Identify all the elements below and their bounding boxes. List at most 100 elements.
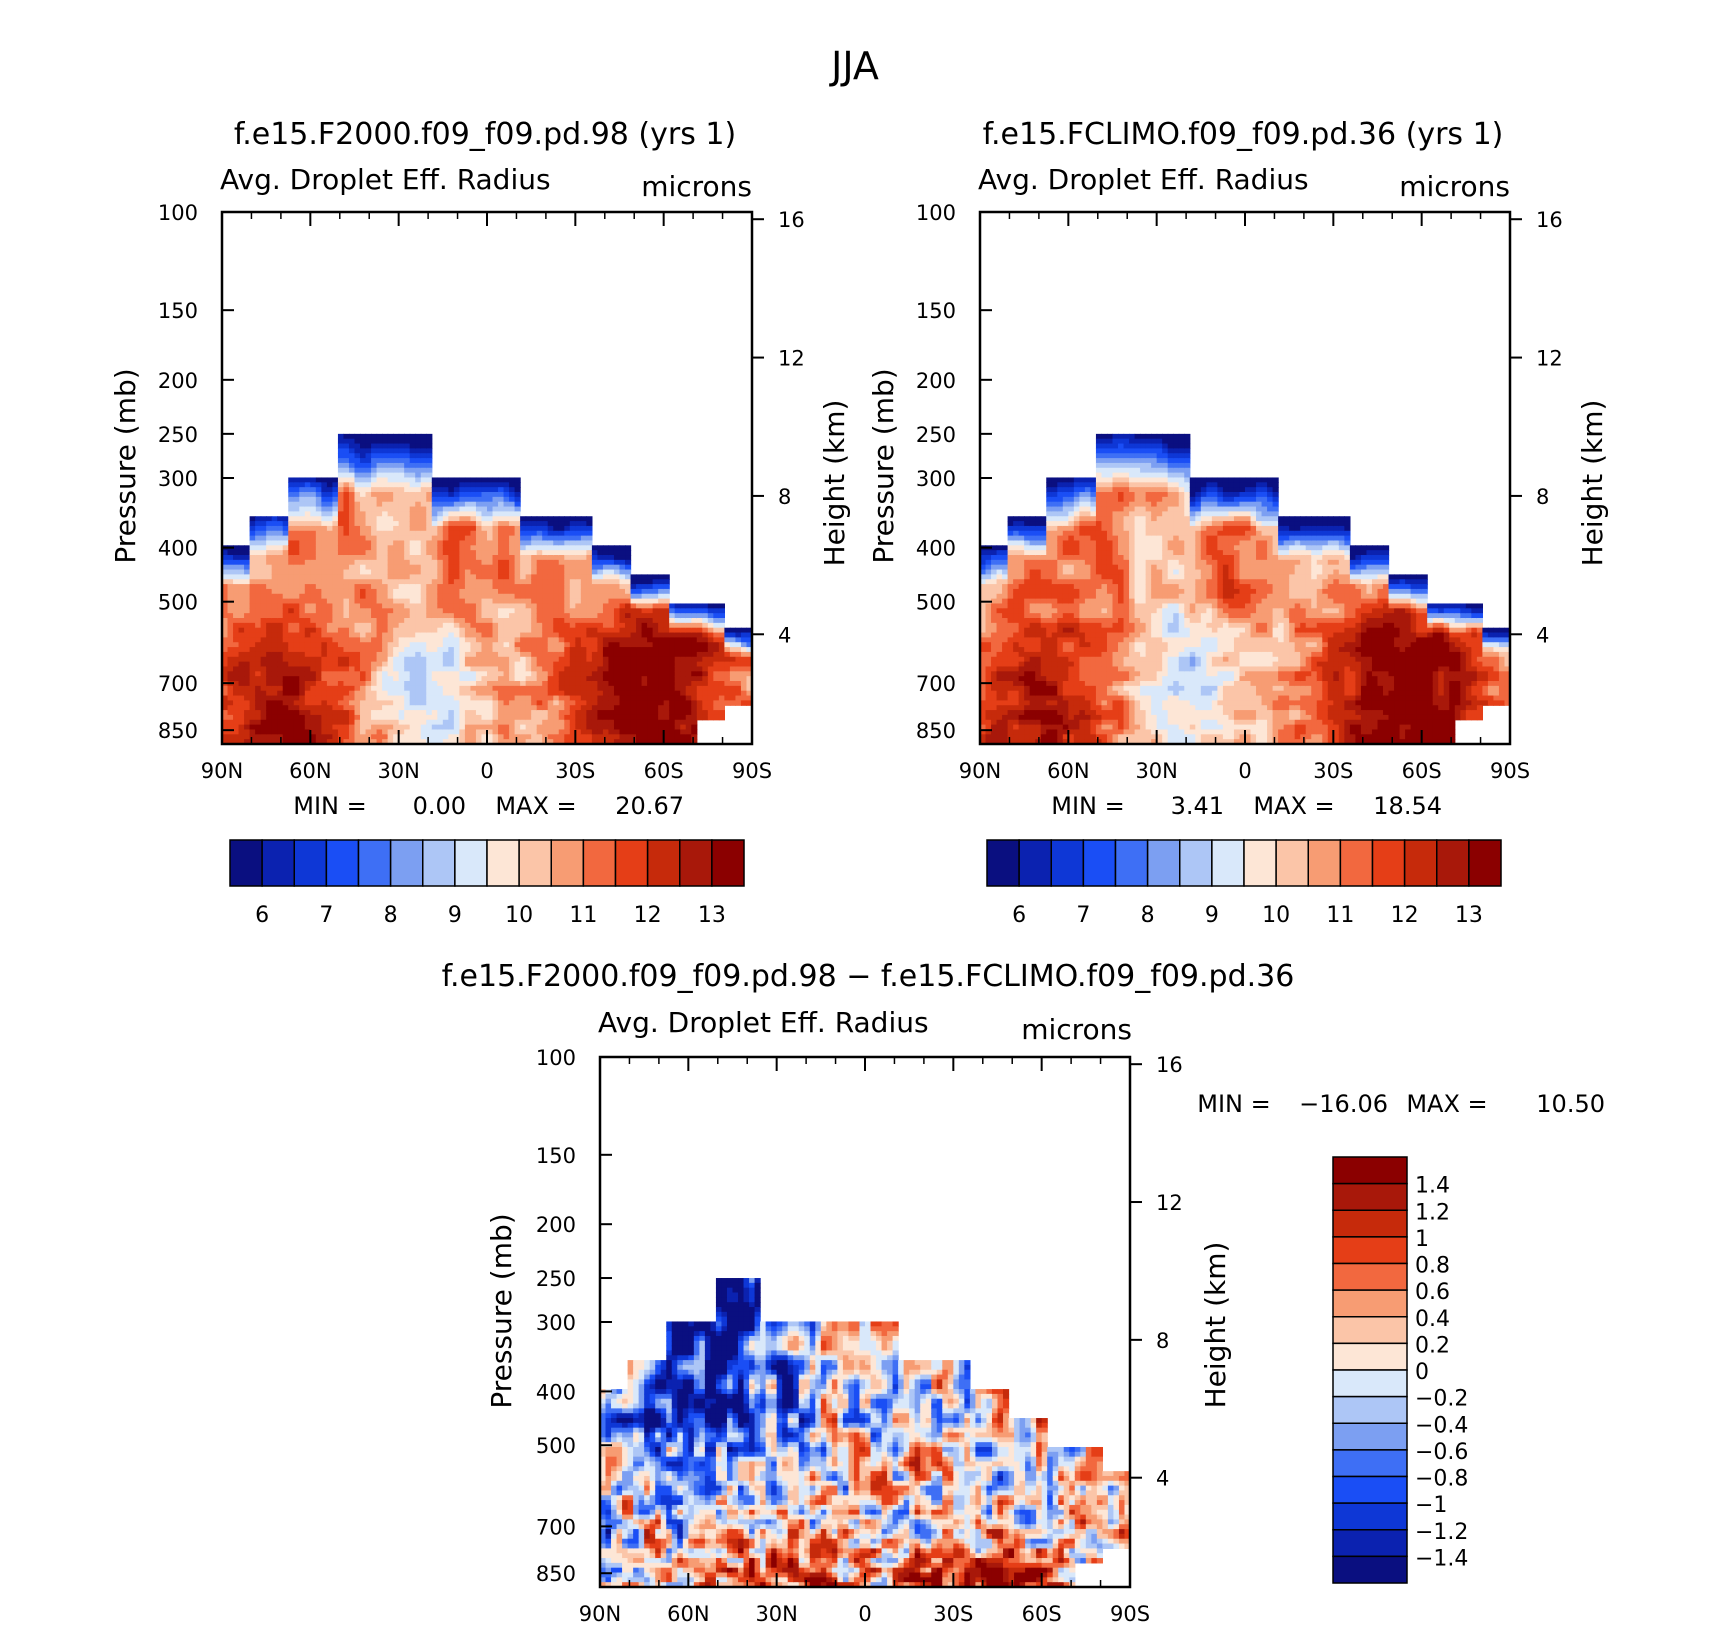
contour-cell — [564, 593, 571, 600]
contour-cell — [1013, 719, 1020, 726]
contour-cell — [647, 714, 654, 721]
contour-cell — [420, 555, 427, 561]
contour-cell — [448, 647, 455, 653]
contour-cell — [702, 671, 709, 677]
contour-cell — [602, 622, 610, 629]
contour-cell — [1002, 695, 1009, 701]
colorbar-label: 12 — [634, 903, 662, 928]
contour-cell — [459, 719, 466, 726]
contour-cell — [354, 685, 361, 692]
contour-cell — [442, 710, 449, 716]
contour-cell — [658, 656, 665, 663]
contour-cell — [608, 734, 615, 740]
contour-cell — [376, 710, 383, 716]
contour-cell — [558, 647, 565, 653]
contour-cell — [326, 714, 334, 721]
contour-cell — [393, 603, 400, 609]
contour-cell — [980, 661, 987, 668]
contour-cell — [365, 714, 372, 721]
contour-cell — [487, 661, 494, 668]
contour-cell — [293, 569, 300, 575]
contour-cell — [304, 724, 311, 731]
contour-cell — [1013, 525, 1020, 532]
contour-cell — [509, 618, 516, 624]
contour-cell — [310, 545, 317, 551]
contour-cell — [343, 540, 350, 546]
contour-cell — [266, 598, 273, 605]
contour-cell — [382, 627, 389, 634]
contour-cell — [332, 555, 339, 561]
contour-cell — [652, 719, 659, 726]
contour-cell — [277, 676, 284, 682]
contour-cell — [991, 545, 998, 551]
contour-cell — [597, 550, 604, 556]
contour-cell — [619, 739, 626, 745]
contour-cell — [332, 496, 339, 503]
contour-cell — [509, 559, 516, 566]
contour-cell — [602, 593, 610, 600]
contour-cell — [282, 714, 289, 721]
contour-cell — [393, 487, 400, 493]
contour-cell — [453, 588, 460, 595]
contour-cell — [509, 487, 516, 493]
contour-cell — [613, 593, 621, 600]
contour-cell — [608, 666, 615, 672]
contour-cell — [360, 719, 367, 726]
contour-cell — [337, 705, 345, 711]
contour-cell — [420, 453, 427, 459]
contour-cell — [608, 618, 615, 624]
contour-cell — [707, 632, 714, 638]
contour-cell — [542, 676, 549, 682]
contour-cell — [641, 579, 648, 585]
contour-cell — [996, 608, 1003, 614]
contour-cell — [641, 618, 648, 624]
contour-cell — [326, 501, 334, 508]
contour-cell — [597, 695, 604, 701]
contour-cell — [382, 492, 389, 498]
contour-cell — [371, 651, 378, 658]
contour-cell — [630, 618, 637, 624]
contour-cell — [249, 559, 256, 566]
contour-cell — [740, 647, 748, 653]
contour-cell — [553, 676, 560, 682]
contour-cell — [498, 559, 505, 566]
contour-cell — [244, 661, 251, 668]
contour-cell — [299, 724, 306, 731]
contour-cell — [293, 714, 300, 721]
contour-cell — [376, 719, 383, 726]
contour-cell — [980, 724, 987, 731]
contour-cell — [547, 559, 554, 566]
contour-cell — [591, 550, 599, 556]
contour-cell — [498, 521, 505, 527]
contour-cell — [398, 506, 405, 512]
contour-cell — [498, 579, 505, 585]
contour-cell — [641, 656, 648, 663]
contour-cell — [542, 525, 549, 532]
contour-cell — [271, 739, 278, 745]
contour-cell — [326, 569, 334, 575]
contour-cell — [371, 627, 378, 634]
contour-cell — [288, 685, 295, 692]
contour-cell — [746, 647, 753, 653]
contour-cell — [409, 467, 416, 474]
contour-cell — [591, 676, 599, 682]
contour-cell — [520, 666, 527, 672]
contour-cell — [625, 724, 632, 731]
contour-cell — [222, 666, 229, 672]
contour-cell — [371, 458, 378, 464]
contour-cell — [387, 472, 394, 479]
colorbar-label: 11 — [569, 903, 597, 928]
contour-cell — [382, 516, 389, 522]
contour-cell — [420, 559, 427, 566]
contour-cell — [1007, 559, 1014, 566]
contour-cell — [266, 637, 273, 643]
contour-cell — [625, 642, 632, 648]
contour-cell — [293, 564, 300, 571]
contour-cell — [498, 656, 505, 663]
contour-cell — [740, 681, 748, 687]
contour-cell — [503, 492, 510, 498]
contour-cell — [431, 613, 438, 619]
contour-cell — [558, 729, 565, 735]
contour-cell — [602, 564, 610, 571]
contour-cell — [260, 656, 267, 663]
